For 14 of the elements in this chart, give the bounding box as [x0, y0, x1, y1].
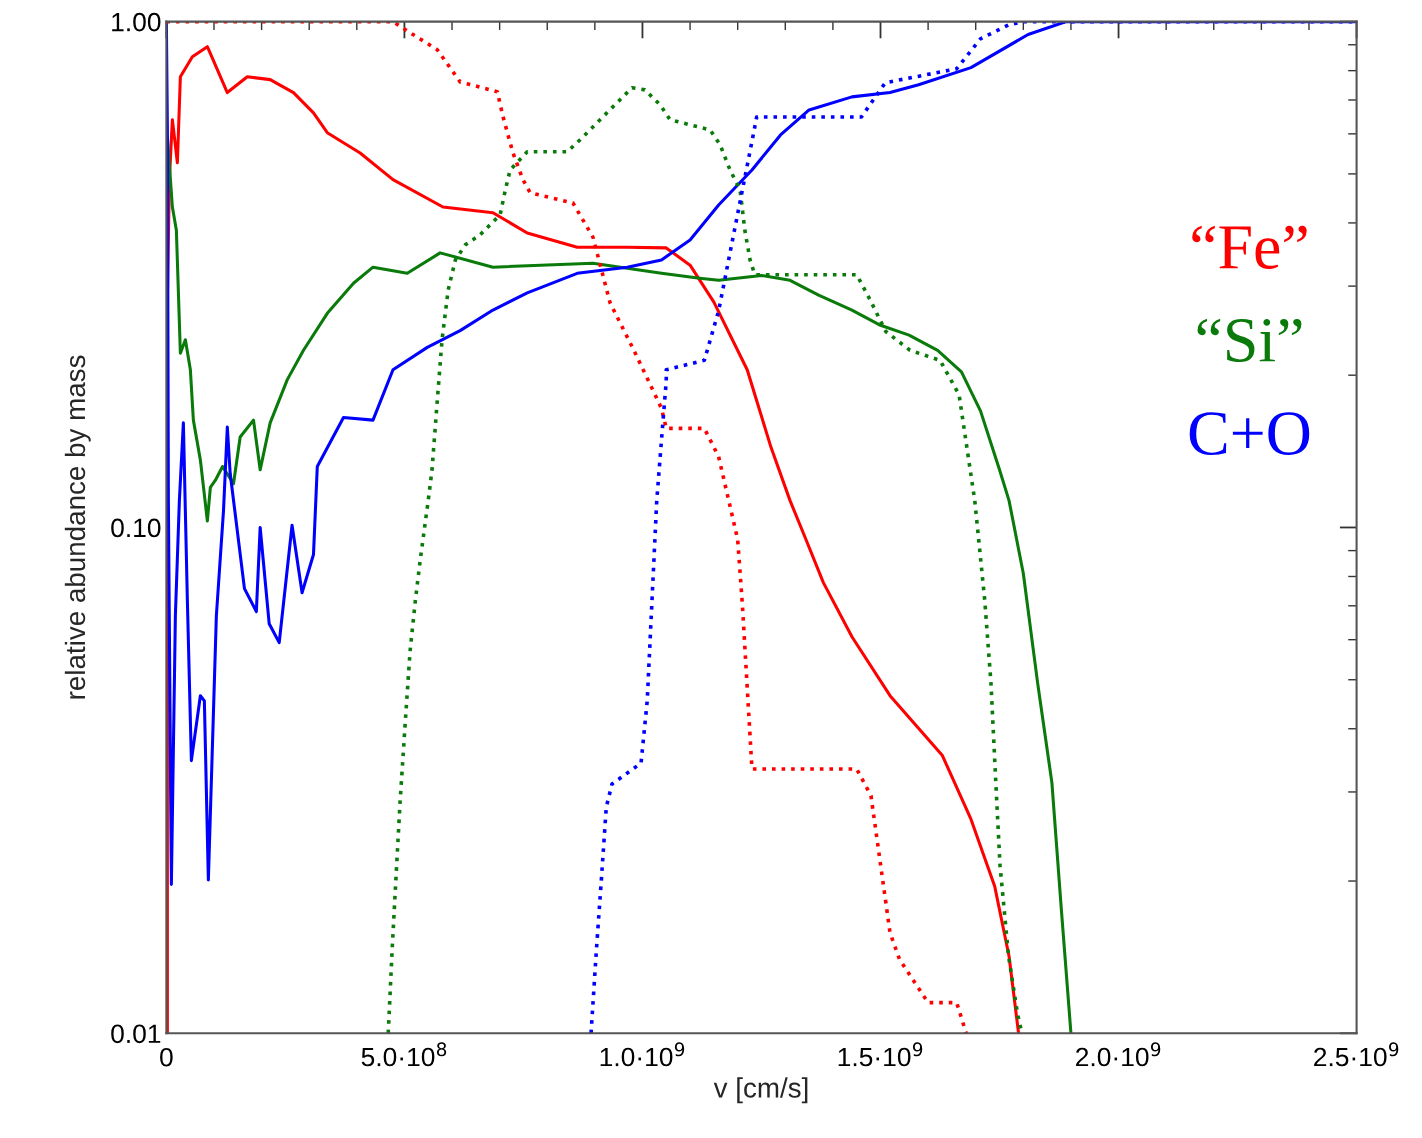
x-tick-label: 1.5·10$^{9}$	[838, 1042, 923, 1067]
x-tick-label: 5.0·10$^{8}$	[361, 1042, 447, 1067]
y-tick-label: 0.10	[111, 518, 161, 538]
text: C+O	[1189, 412, 1310, 456]
text: “Fe”	[1192, 225, 1307, 269]
y-tick-label: 0.01	[111, 1024, 161, 1044]
x-tick-label: 2.0·10$^{9}$	[1076, 1042, 1161, 1067]
text: “Si”	[1197, 318, 1302, 362]
x-axis-title: v [cm/s]	[713, 1077, 808, 1104]
y-axis-title: relative abundance by mass	[64, 355, 91, 699]
x-tick-label: 1.0·10$^{9}$	[600, 1042, 685, 1067]
x-tick-label: 2.5·10$^{9}$	[1314, 1042, 1399, 1067]
x-tick-label: 0	[160, 1047, 173, 1067]
y-tick-label: 1.00	[112, 12, 161, 32]
